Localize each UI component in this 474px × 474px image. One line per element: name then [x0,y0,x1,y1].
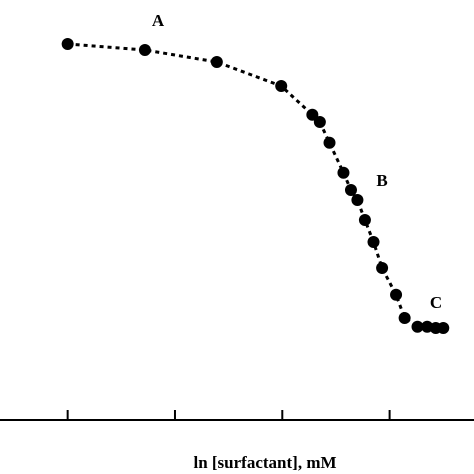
data-point [210,56,223,68]
data-point [437,322,450,334]
data-point [61,38,74,50]
data-point [351,194,364,206]
data-point [344,184,357,196]
annotation: C [430,293,442,312]
data-point [390,288,403,301]
data-point [411,320,424,333]
data-point [138,44,151,56]
data-point [323,136,336,149]
x-axis-label: ln [surfactant], mM [193,453,336,472]
annotation: B [376,171,387,190]
data-point [358,214,371,226]
data-point [313,116,326,128]
data-point [306,108,319,121]
data-point [398,312,411,324]
data-point [275,80,288,92]
data-point [376,262,389,274]
annotation: A [152,11,165,30]
data-point [337,166,350,179]
data-point [367,236,380,248]
